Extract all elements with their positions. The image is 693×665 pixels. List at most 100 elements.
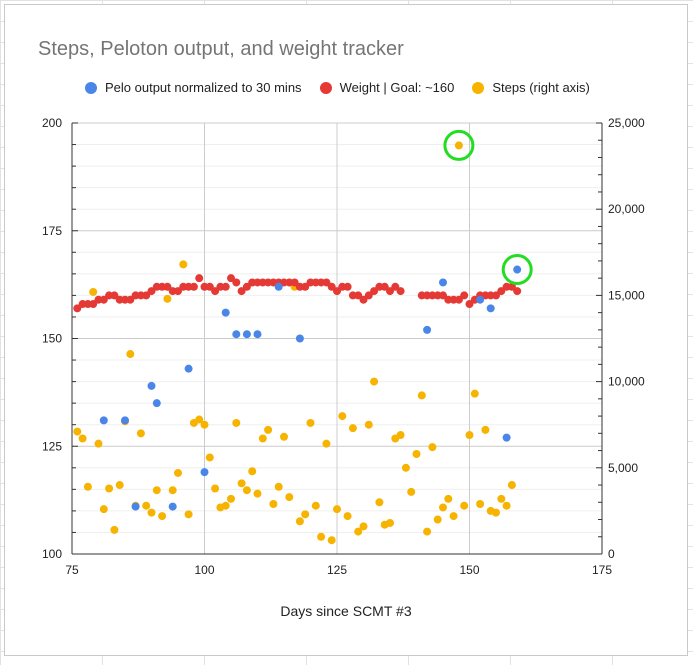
steps-point <box>232 418 241 427</box>
steps-point <box>476 500 485 509</box>
weight-point <box>364 291 373 300</box>
steps-point <box>407 487 416 496</box>
steps-point <box>163 294 172 303</box>
steps-point <box>200 420 209 429</box>
steps-point <box>280 432 288 441</box>
pelo-point <box>121 416 129 425</box>
weight-point <box>507 282 516 291</box>
weight-point <box>73 304 82 313</box>
x-tick-label: 125 <box>327 563 347 577</box>
steps-point <box>78 434 87 443</box>
weight-point <box>454 295 463 304</box>
weight-point <box>497 287 506 296</box>
series-weight <box>73 274 522 313</box>
steps-point <box>343 512 352 521</box>
steps-point <box>417 391 426 400</box>
legend-label-weight: Weight | Goal: ~160 <box>339 80 455 95</box>
steps-point <box>311 501 320 510</box>
weight-point <box>370 287 379 296</box>
series-steps <box>73 141 516 545</box>
steps-point <box>412 450 421 459</box>
steps-point <box>269 500 278 509</box>
steps-point <box>264 425 273 434</box>
steps-point <box>73 427 82 436</box>
pelo-point <box>439 278 447 287</box>
steps-point <box>94 439 103 448</box>
weight-point <box>460 291 469 300</box>
steps-point <box>444 494 453 503</box>
pelo-point <box>184 364 193 373</box>
steps-point <box>242 486 251 495</box>
weight-point <box>163 282 172 291</box>
weight-point <box>322 278 331 287</box>
weight-point <box>386 287 394 296</box>
pelo-point <box>476 295 485 304</box>
legend-swatch-weight <box>319 81 332 94</box>
x-tick-label: 150 <box>459 563 479 577</box>
steps-point <box>142 501 151 510</box>
pelo-point <box>423 325 432 334</box>
weight-point <box>205 282 214 291</box>
chart-legend: Pelo output normalized to 30 mins Weight… <box>85 80 608 95</box>
weight-point <box>189 282 198 291</box>
steps-point <box>333 505 341 514</box>
legend-label-steps: Steps (right axis) <box>492 80 590 95</box>
chart-title: Steps, Peloton output, and weight tracke… <box>38 38 404 60</box>
y2-tick-label: 10,000 <box>608 375 645 389</box>
steps-point <box>454 141 463 150</box>
pelo-point <box>147 381 156 390</box>
weight-point <box>211 287 220 296</box>
y-tick-label: 150 <box>42 332 62 346</box>
pelo-point <box>502 433 511 442</box>
steps-point <box>221 501 230 510</box>
steps-point <box>375 498 384 507</box>
legend-item-weight[interactable]: Weight | Goal: ~160 <box>319 80 455 95</box>
steps-point <box>338 412 347 421</box>
steps-point <box>507 481 516 490</box>
pelo-point <box>253 330 262 339</box>
pelo-point <box>486 304 495 313</box>
y2-tick-label: 5,000 <box>608 461 638 475</box>
steps-point <box>386 518 394 527</box>
steps-point <box>322 439 331 448</box>
y2-tick-label: 20,000 <box>608 202 645 216</box>
steps-point <box>258 434 267 443</box>
steps-point <box>348 424 357 433</box>
y2-tick-label: 25,000 <box>608 116 645 130</box>
steps-point <box>301 510 310 519</box>
steps-point <box>370 377 379 386</box>
weight-point <box>333 287 341 296</box>
steps-point <box>147 508 156 517</box>
weight-point <box>221 282 230 291</box>
steps-point <box>105 484 114 493</box>
weight-point <box>380 282 389 291</box>
steps-point <box>460 501 469 510</box>
legend-swatch-steps <box>472 81 485 94</box>
steps-point <box>439 503 447 512</box>
chart-card[interactable]: Steps, Peloton output, and weight tracke… <box>4 4 688 656</box>
steps-point <box>295 517 304 526</box>
weight-point <box>343 282 352 291</box>
y-tick-label: 200 <box>42 116 62 130</box>
steps-point <box>195 415 204 424</box>
pelo-point <box>168 502 177 511</box>
legend-item-pelo[interactable]: Pelo output normalized to 30 mins <box>85 80 302 95</box>
weight-point <box>391 282 400 291</box>
pelo-point <box>131 502 140 511</box>
steps-point <box>396 431 405 440</box>
y2-tick-label: 15,000 <box>608 288 645 302</box>
legend-item-steps[interactable]: Steps (right axis) <box>472 80 590 95</box>
pelo-point <box>274 282 283 291</box>
steps-point <box>99 505 108 514</box>
x-tick-label: 100 <box>194 563 214 577</box>
steps-point <box>227 494 235 503</box>
steps-point <box>433 515 442 524</box>
steps-point <box>110 525 119 534</box>
series-pelo <box>99 265 522 511</box>
steps-point <box>306 418 315 427</box>
highlight-circle <box>443 129 475 161</box>
steps-point <box>317 532 326 541</box>
steps-point <box>248 467 257 476</box>
weight-point <box>327 282 336 291</box>
weight-point <box>359 295 368 304</box>
